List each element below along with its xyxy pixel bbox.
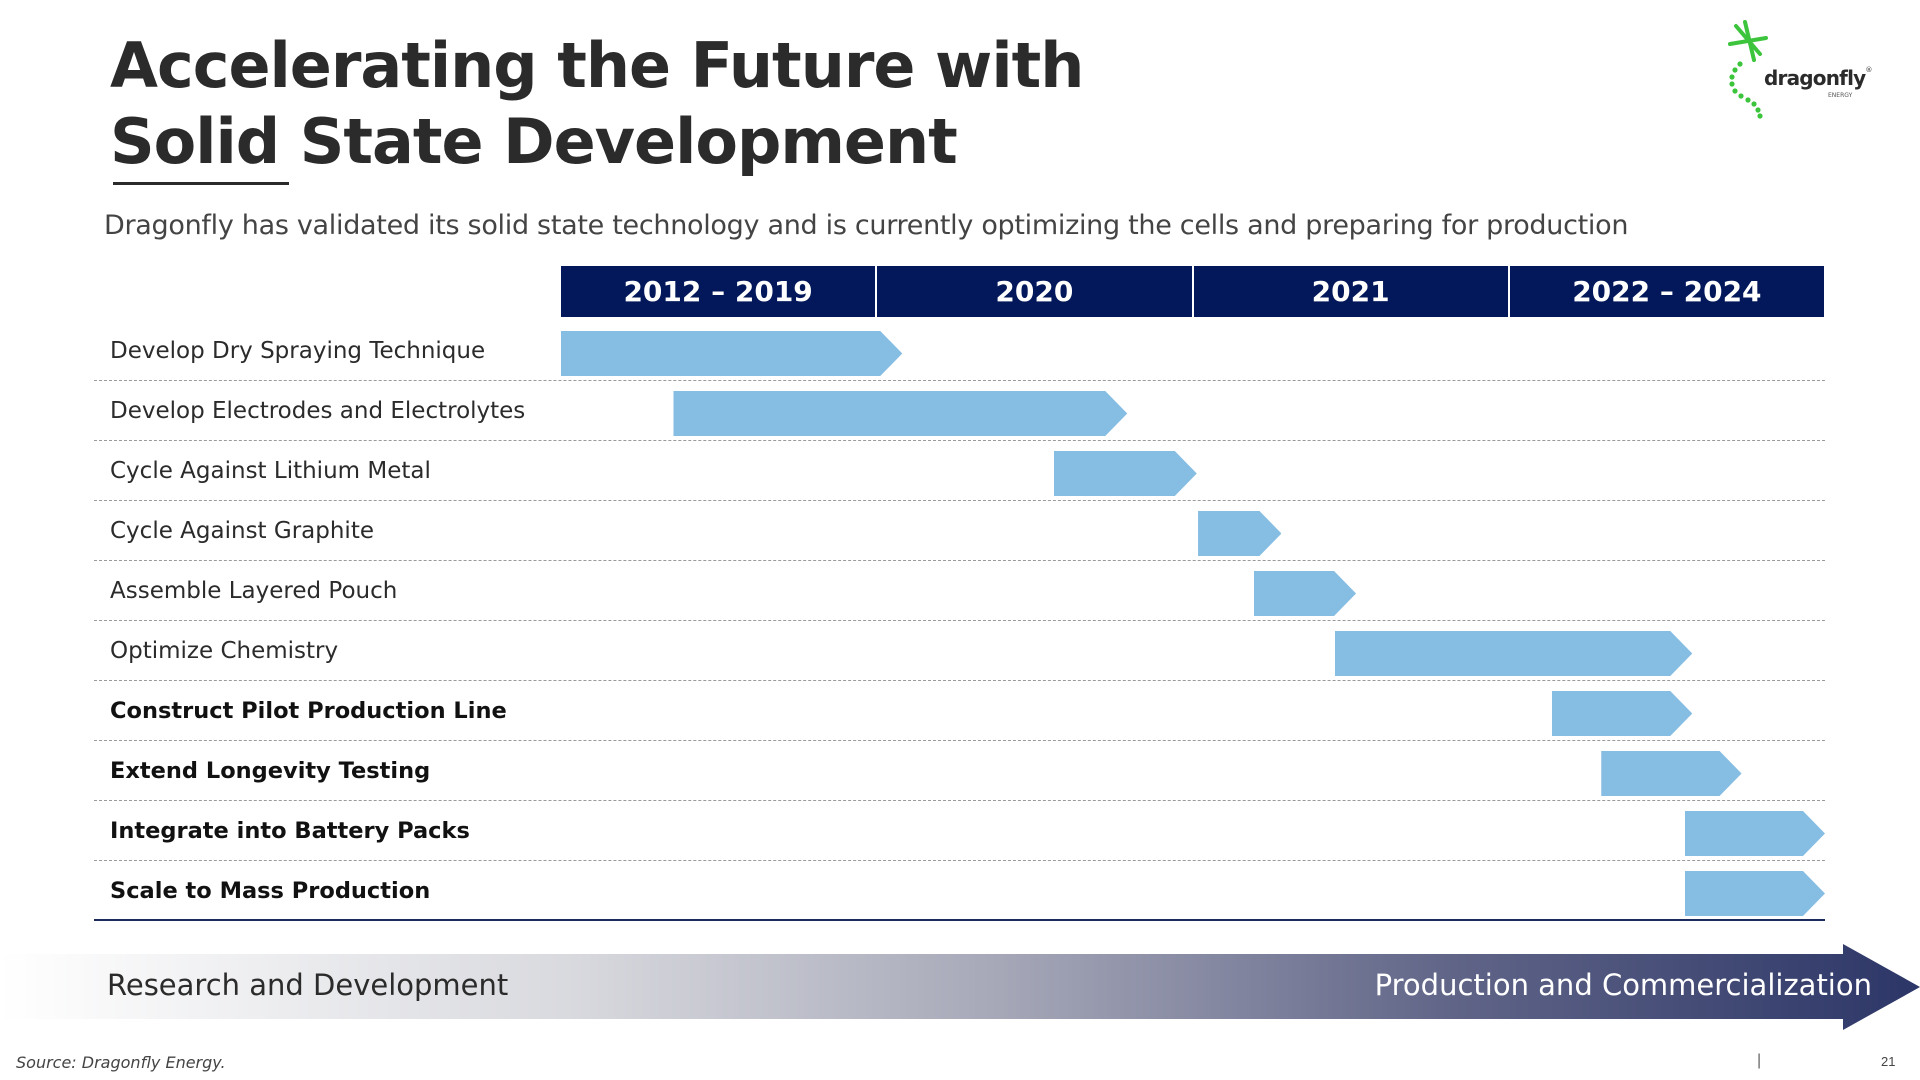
task-row: Develop Electrodes and Electrolytes [94, 381, 1825, 441]
phase-production-label: Production and Commercialization [1374, 968, 1872, 1002]
page-number: 21 [1881, 1054, 1896, 1069]
task-bar [1054, 451, 1197, 496]
title-line-2: Solid State Development [110, 105, 958, 178]
task-label: Cycle Against Graphite [110, 518, 374, 544]
timeline-year-header: 2012 – 2019 2020 2021 2022 – 2024 [561, 266, 1824, 317]
task-label: Develop Dry Spraying Technique [110, 338, 486, 364]
task-row: Cycle Against Graphite [94, 501, 1825, 561]
task-label: Optimize Chemistry [110, 638, 339, 664]
task-row: Cycle Against Lithium Metal [94, 441, 1825, 501]
footer-separator: | [1757, 1052, 1762, 1069]
title-line-1: Accelerating the Future with [110, 29, 1084, 102]
task-label: Cycle Against Lithium Metal [110, 458, 431, 484]
year-cell: 2022 – 2024 [1509, 266, 1824, 317]
task-row: Optimize Chemistry [94, 621, 1825, 681]
task-bar [1335, 631, 1693, 676]
title-underline [113, 182, 289, 185]
slide-title: Accelerating the Future with Solid State… [110, 28, 1084, 180]
task-row: Extend Longevity Testing [94, 741, 1825, 801]
task-label: Extend Longevity Testing [110, 758, 431, 784]
task-label: Construct Pilot Production Line [110, 698, 507, 724]
task-label: Assemble Layered Pouch [110, 578, 398, 604]
task-label: Develop Electrodes and Electrolytes [110, 398, 526, 424]
slide-subtitle: Dragonfly has validated its solid state … [104, 210, 1629, 241]
logo-wordmark: dragonfly® [1764, 66, 1872, 90]
task-label: Scale to Mass Production [110, 878, 431, 904]
task-bar [1198, 511, 1281, 556]
task-bar [673, 391, 1127, 436]
task-row: Scale to Mass Production [94, 861, 1825, 921]
logo-subtext: ENERGY [1828, 92, 1853, 99]
source-note: Source: Dragonfly Energy. [16, 1053, 226, 1072]
dragonfly-logo-icon [1728, 20, 1768, 119]
logo-registered-mark: ® [1865, 66, 1872, 74]
phase-research-label: Research and Development [107, 968, 509, 1002]
task-bar [1685, 811, 1825, 856]
task-bar [1685, 871, 1825, 916]
year-cell: 2012 – 2019 [561, 266, 878, 317]
task-bar [561, 331, 902, 376]
year-cell: 2021 [1193, 266, 1510, 317]
task-label: Integrate into Battery Packs [110, 818, 470, 844]
task-row: Assemble Layered Pouch [94, 561, 1825, 621]
dragonfly-logo: dragonfly® ENERGY [1714, 16, 1874, 122]
task-bar [1552, 691, 1692, 736]
gantt-chart: Develop Dry Spraying Technique Develop El… [94, 321, 1825, 921]
year-cell: 2020 [877, 266, 1194, 317]
task-row: Integrate into Battery Packs [94, 801, 1825, 861]
phase-arrow [0, 944, 1920, 1030]
task-row: Construct Pilot Production Line [94, 681, 1825, 741]
task-row: Develop Dry Spraying Technique [94, 321, 1825, 381]
task-bar [1254, 571, 1356, 616]
task-bar [1601, 751, 1741, 796]
